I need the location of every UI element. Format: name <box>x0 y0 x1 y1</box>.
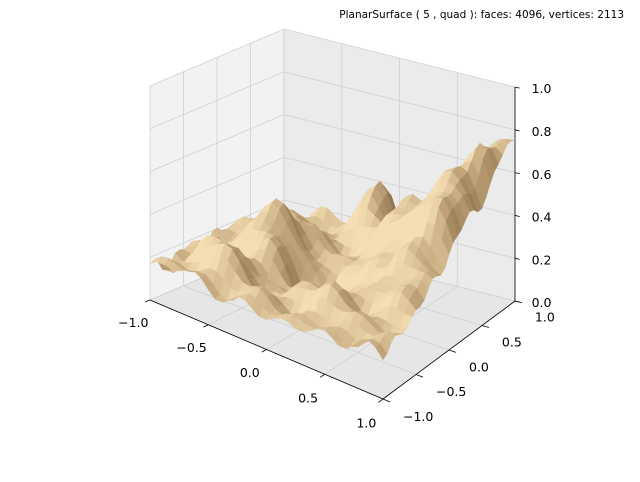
y-tick <box>415 374 424 378</box>
y-tick-label: 1.0 <box>535 310 555 325</box>
chart-title: PlanarSurface ( 5 , quad ): faces: 4096,… <box>339 9 624 21</box>
x-tick-label: 1.0 <box>356 415 376 430</box>
y-tick <box>382 398 391 403</box>
y-tick-label: −1.0 <box>403 409 433 424</box>
z-tick <box>514 257 520 260</box>
z-tick-label: 0.0 <box>532 295 552 310</box>
surface-mesh <box>149 139 516 361</box>
x-tick-label: −0.5 <box>176 340 206 355</box>
grid-line-z <box>149 71 516 131</box>
z-tick <box>514 86 520 89</box>
z-tick-label: 0.6 <box>532 167 552 182</box>
grid-line-z <box>149 28 516 88</box>
y-tick <box>481 325 490 328</box>
z-tick <box>514 215 520 217</box>
grid-line-z <box>149 114 516 173</box>
y-tick <box>448 349 457 353</box>
y-tick-label: 0.5 <box>502 335 522 350</box>
x-tick <box>261 349 267 353</box>
x-tick <box>319 373 325 378</box>
x-tick <box>145 299 151 303</box>
z-tick-labels: 0.0 0.2 0.4 0.6 0.8 1.0 <box>532 81 552 310</box>
y-tick-label: −0.5 <box>436 384 466 399</box>
x-tick-label: 0.0 <box>240 365 260 380</box>
z-tick <box>514 300 520 303</box>
surface-face <box>375 342 388 361</box>
x-tick <box>203 324 209 328</box>
z-tick-label: 0.8 <box>532 124 552 139</box>
z-tick-label: 0.2 <box>532 252 552 267</box>
x-tick-label: 0.5 <box>298 390 318 405</box>
z-tick <box>514 172 520 175</box>
x-tick <box>378 398 384 403</box>
x-tick-labels: −1.0 −0.5 0.0 0.5 1.0 <box>118 315 376 430</box>
z-tick-label: 1.0 <box>532 81 552 96</box>
x-tick-label: −1.0 <box>118 315 148 330</box>
axis-ticks <box>145 86 523 403</box>
z-tick <box>514 129 520 132</box>
y-tick-labels: −1.0−0.50.0 0.5 1.0 <box>403 310 555 424</box>
y-tick-label: 0.0 <box>469 359 489 374</box>
z-tick-label: 0.4 <box>532 210 552 225</box>
